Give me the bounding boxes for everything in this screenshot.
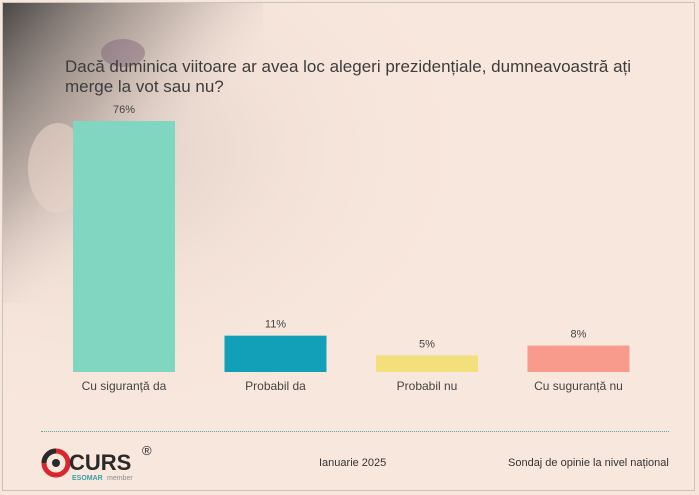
bar-value-label: 8% bbox=[571, 329, 587, 341]
logo-registered: ® bbox=[142, 443, 152, 458]
category-label: Probabil nu bbox=[397, 379, 458, 393]
logo-esomar: ESOMAR bbox=[72, 475, 103, 482]
footer-divider bbox=[41, 431, 669, 432]
curs-logo-mark bbox=[41, 448, 71, 478]
footer-source: Sondaj de opinie la nivel național bbox=[508, 457, 669, 469]
category-label: Cu siguranță da bbox=[82, 379, 167, 393]
curs-logo: CURS ® ESOMAR member bbox=[41, 443, 171, 489]
category-label: Cu suguranță nu bbox=[534, 379, 623, 393]
bar-value-label: 11% bbox=[265, 319, 286, 331]
chart-title: Dacă duminica viitoare ar avea loc alege… bbox=[65, 57, 632, 96]
bar-value-label: 76% bbox=[113, 104, 135, 116]
bar-3 bbox=[376, 355, 478, 372]
chart-frame: Dacă duminica viitoare ar avea loc alege… bbox=[2, 2, 695, 491]
logo-member: member bbox=[107, 475, 133, 482]
logo-text: CURS bbox=[69, 450, 132, 475]
bar-1 bbox=[73, 121, 175, 372]
bar-2 bbox=[224, 335, 327, 372]
footer-date: Ianuarie 2025 bbox=[319, 457, 387, 469]
bar-4 bbox=[527, 345, 630, 372]
category-label: Probabil da bbox=[245, 379, 306, 393]
bar-chart: 76% Cu siguranță da 11% Probabil da 5% Probab… bbox=[73, 104, 630, 393]
bar-value-label: 5% bbox=[419, 338, 435, 350]
